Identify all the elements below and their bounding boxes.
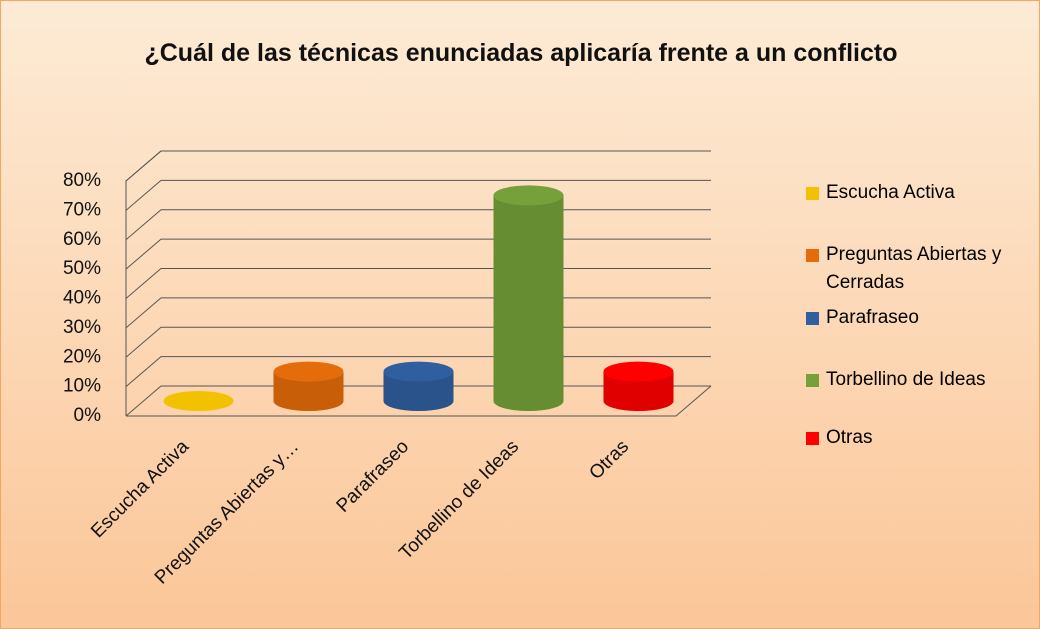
- y-tick-label: 50%: [63, 258, 101, 279]
- cylinder-shade: [493, 195, 564, 411]
- y-tick-label: 20%: [63, 346, 101, 367]
- legend-label: Escucha Activa: [826, 182, 955, 203]
- x-tick-label: Parafraseo: [333, 436, 414, 517]
- bar: [383, 361, 454, 411]
- y-tick-label: 70%: [63, 199, 101, 220]
- legend-label: Torbellino de Ideas: [826, 369, 986, 390]
- legend-swatch: [806, 432, 819, 445]
- cylinder-shade: [273, 371, 344, 411]
- legend-label: Parafraseo: [826, 307, 919, 328]
- cylinder-body: [603, 371, 674, 411]
- x-tick-label: Otras: [585, 436, 633, 484]
- cylinder-top: [603, 361, 674, 382]
- legend-label: Preguntas Abiertas y Cerradas: [826, 244, 1002, 293]
- cylinder-shade: [383, 371, 454, 411]
- cylinder-top: [163, 391, 234, 411]
- y-tick-label: 80%: [63, 170, 101, 191]
- grid-line: [125, 209, 711, 241]
- y-tick-label: 30%: [63, 317, 101, 338]
- cylinder-top: [383, 361, 454, 382]
- cylinder-body: [383, 371, 454, 411]
- cylinder-body: [493, 195, 564, 411]
- bar: [273, 361, 344, 411]
- bar: [163, 391, 234, 411]
- grid-line: [125, 268, 711, 299]
- bar: [603, 361, 674, 411]
- legend-item: Torbellino de Ideas: [806, 366, 1039, 394]
- y-tick-label: 60%: [63, 229, 101, 250]
- y-tick-label: 10%: [63, 376, 101, 397]
- cylinder-shade: [603, 371, 674, 411]
- grid-line: [125, 150, 711, 182]
- grid-line: [125, 179, 711, 211]
- bar: [493, 185, 564, 411]
- grid-line: [125, 297, 711, 329]
- chart-title: ¿Cuál de las técnicas enunciadas aplicar…: [144, 39, 898, 67]
- legend-item: Preguntas Abiertas y Cerradas: [806, 241, 1039, 297]
- y-tick-label: 0%: [74, 405, 102, 426]
- legend-swatch: [806, 187, 819, 200]
- cylinder-top: [273, 361, 344, 382]
- legend-item: Parafraseo: [806, 304, 1039, 332]
- grid-line: [125, 326, 711, 358]
- x-tick-label: Torbellino de Ideas: [395, 436, 523, 564]
- grid-line: [125, 238, 711, 270]
- cylinder-top: [493, 185, 564, 206]
- legend-swatch: [806, 249, 819, 262]
- x-tick-label: Escucha Activa: [87, 436, 193, 542]
- legend-swatch: [806, 374, 819, 387]
- legend-item: Escucha Activa: [806, 179, 1039, 207]
- legend-swatch: [806, 312, 819, 325]
- y-tick-label: 40%: [63, 288, 101, 309]
- cylinder-body: [273, 371, 344, 411]
- legend-label: Otras: [826, 427, 873, 448]
- legend-item: Otras: [806, 424, 1039, 452]
